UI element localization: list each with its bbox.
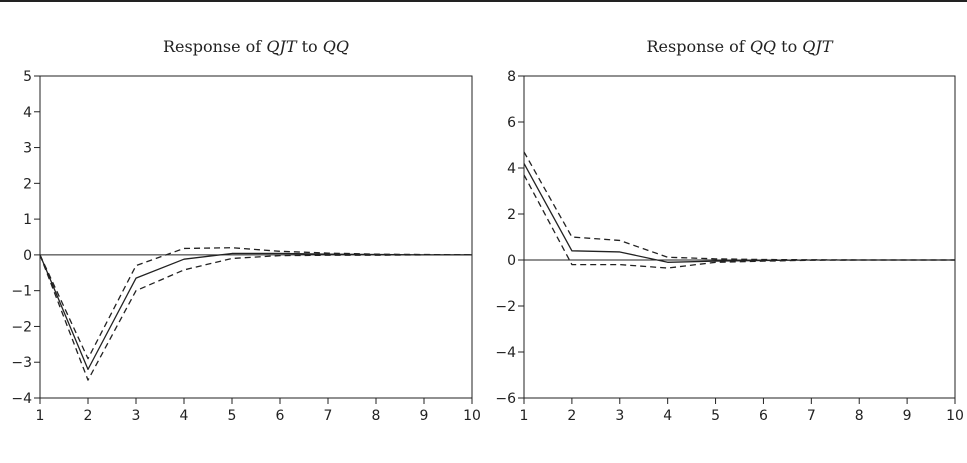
chart-2-plot-frame <box>523 75 956 399</box>
chart-1-ytick-label-3: 3 <box>23 141 32 157</box>
chart-1-ytick-label-7: −1 <box>11 284 32 300</box>
chart-2-xtick-label-1: 1 <box>520 408 529 424</box>
chart-2-xtick-label-10: 10 <box>946 408 964 424</box>
chart-1-xtick-label-2: 2 <box>84 408 93 424</box>
chart-2-title-part-3: to <box>776 37 802 56</box>
chart-1-title-part-1: Response of <box>163 37 266 56</box>
chart-2-series-3-line <box>523 174 955 269</box>
chart-2-xtick-label-9: 9 <box>903 408 912 424</box>
chart-2: Response of QQ to QJT 8 6 4 2 0 −2 −4 −61 2 3 4 5 6 7 8… <box>495 37 964 424</box>
chart-1-title: Response of QJT to QQ <box>163 37 349 56</box>
chart-2-title-part-4: QJT <box>802 37 834 56</box>
chart-2-ytick-label-5: 0 <box>507 253 516 269</box>
chart-1-ytick-label-2: 4 <box>23 105 32 121</box>
chart-2-xtick-label-6: 6 <box>759 408 768 424</box>
chart-1-ytick-label-6: 0 <box>23 248 32 264</box>
chart-2-xtick-label-2: 2 <box>567 408 576 424</box>
chart-1-ytick-label-10: −4 <box>11 391 32 407</box>
chart-2-xtick-label-5: 5 <box>711 408 720 424</box>
chart-1-ytick-label-4: 2 <box>23 176 32 192</box>
chart-2-ytick-label-4: 2 <box>507 207 516 223</box>
chart-2-series-2-line <box>523 151 955 261</box>
chart-1-series-3-line <box>39 254 472 381</box>
chart-1-xtick-label-10: 10 <box>463 408 481 424</box>
chart-1-ytick-label-5: 1 <box>23 212 32 228</box>
chart-1-ytick-label-9: −3 <box>11 355 32 371</box>
chart-1-xtick-label-8: 8 <box>372 408 381 424</box>
chart-2-series-1-line <box>523 163 955 263</box>
chart-2-ytick-label-7: −4 <box>495 345 516 361</box>
chart-1-xtick-label-7: 7 <box>324 408 333 424</box>
chart-2-ytick-label-3: 4 <box>507 161 516 177</box>
chart-2-xtick-label-3: 3 <box>615 408 624 424</box>
chart-1-title-part-3: to <box>297 37 323 56</box>
chart-1-plot-frame <box>39 75 473 399</box>
chart-1-ytick-label-1: 5 <box>23 69 32 85</box>
chart-1-title-part-2: QJT <box>266 37 298 56</box>
chart-1-xtick-label-6: 6 <box>276 408 285 424</box>
chart-1-xtick-label-3: 3 <box>132 408 141 424</box>
chart-1-xtick-label-5: 5 <box>228 408 237 424</box>
chart-2-xtick-label-4: 4 <box>663 408 672 424</box>
chart-2-title-part-2: QQ <box>750 37 776 56</box>
chart-2-title-part-1: Response of <box>647 37 750 56</box>
chart-1-series-1-line <box>39 252 472 371</box>
chart-1-xtick-label-1: 1 <box>36 408 45 424</box>
chart-1-xtick-label-9: 9 <box>420 408 429 424</box>
chart-2-ytick-label-1: 8 <box>507 69 516 85</box>
chart-2-xtick-label-7: 7 <box>807 408 816 424</box>
chart-1-ytick-label-8: −2 <box>11 319 32 335</box>
chart-2-xtick-label-8: 8 <box>855 408 864 424</box>
chart-1-series-2-line <box>39 247 473 360</box>
chart-1-xtick-label-4: 4 <box>180 408 189 424</box>
chart-2-ytick-label-2: 6 <box>507 115 516 131</box>
chart-2-ytick-label-8: −6 <box>495 391 516 407</box>
chart-1-title-part-4: QQ <box>323 37 349 56</box>
chart-2-ytick-label-6: −2 <box>495 299 516 315</box>
top-rule <box>0 0 967 2</box>
chart-2-title: Response of QQ to QJT <box>647 37 834 56</box>
